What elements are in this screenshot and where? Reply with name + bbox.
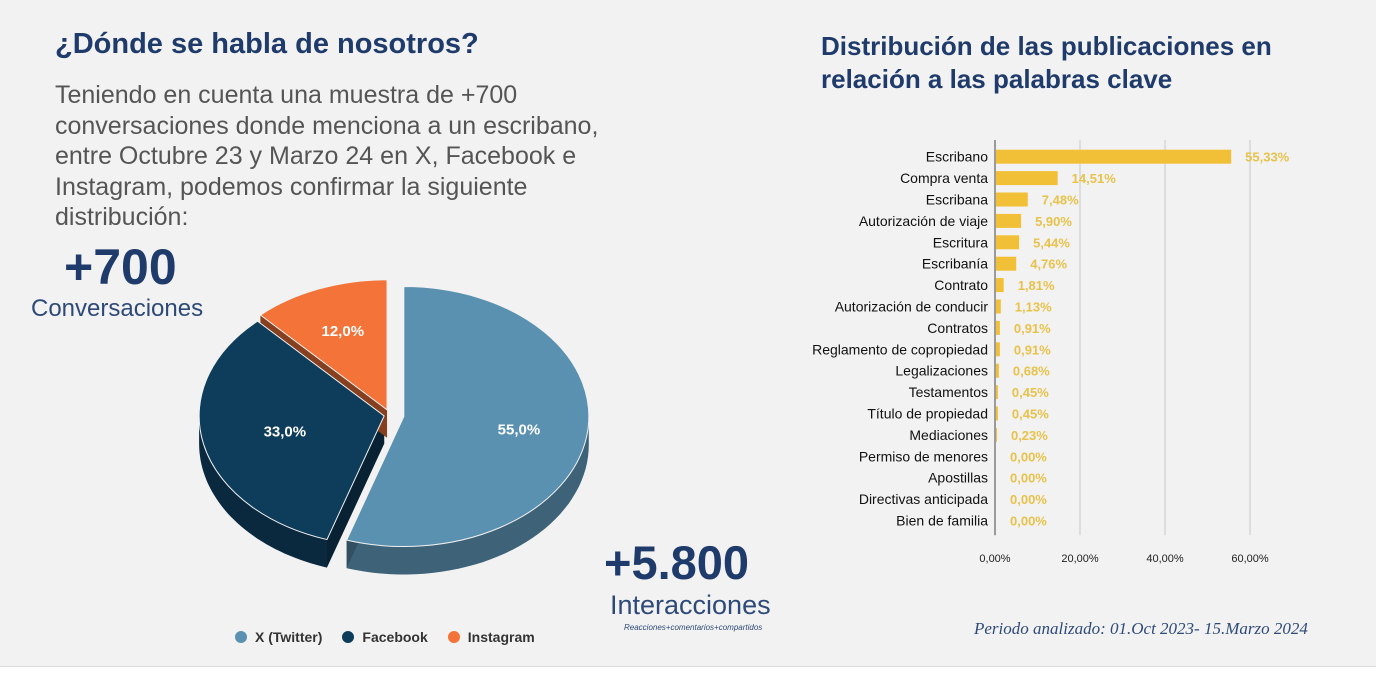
bar-data-label: 1,81% bbox=[1018, 278, 1055, 293]
intro-paragraph: Teniendo en cuenta una muestra de +700 c… bbox=[55, 81, 599, 231]
pie-chart: 55,0% 33,0% 12,0% bbox=[198, 279, 590, 575]
pie-slice-side bbox=[346, 416, 589, 575]
period-label: Periodo analizado: 01.Oct 2023- 15.Marzo… bbox=[974, 619, 1308, 638]
bar-category-label: Autorización de conducir bbox=[835, 299, 989, 315]
legend-item-x: X (Twitter) bbox=[235, 629, 322, 645]
bar-category-label: Contratos bbox=[927, 320, 988, 336]
pie-data-label: 33,0% bbox=[264, 424, 307, 441]
bar bbox=[996, 342, 1000, 357]
bar-category-label: Escribano bbox=[926, 149, 988, 165]
bar-data-label: 1,13% bbox=[1015, 300, 1052, 315]
bar bbox=[996, 149, 1232, 164]
pie-legend: X (Twitter) Facebook Instagram bbox=[235, 629, 535, 645]
bar-category-label: Mediaciones bbox=[909, 427, 988, 443]
bar-category-label: Directivas anticipada bbox=[859, 491, 988, 507]
bar-data-label: 5,90% bbox=[1035, 214, 1072, 229]
bar-category-label: Compra venta bbox=[900, 170, 988, 186]
pie-data-label: 55,0% bbox=[498, 421, 541, 438]
bar-category-label: Escribana bbox=[926, 192, 988, 208]
bar bbox=[996, 278, 1004, 293]
bar-data-label: 0,00% bbox=[1010, 449, 1047, 464]
bar bbox=[996, 299, 1001, 314]
bar-data-label: 0,91% bbox=[1014, 342, 1051, 357]
bar-data-label: 0,45% bbox=[1012, 407, 1049, 422]
bar-data-label: 4,76% bbox=[1030, 257, 1067, 272]
page-title: ¿Dónde se habla de nosotros? bbox=[55, 28, 479, 60]
bar-chart: Escribano 55,33% Compra venta 14,51% Escriba… bbox=[812, 140, 1290, 565]
interactions-label: Interacciones bbox=[610, 590, 771, 620]
legend-marker bbox=[235, 631, 247, 643]
x-tick-label: 0,00% bbox=[979, 553, 1010, 565]
bar-data-label: 0,23% bbox=[1011, 428, 1048, 443]
x-tick-label: 40,00% bbox=[1146, 553, 1184, 565]
bar bbox=[996, 427, 997, 442]
bar-category-label: Apostillas bbox=[928, 470, 988, 486]
legend-marker bbox=[342, 631, 355, 643]
bar-data-label: 0,45% bbox=[1012, 385, 1049, 400]
legend-label: Instagram bbox=[467, 629, 535, 645]
legend-item-facebook: Facebook bbox=[342, 629, 428, 645]
bar-category-label: Reglamento de copropiedad bbox=[812, 341, 988, 357]
pie-slice-wall bbox=[326, 415, 385, 568]
bar-data-label: 0,00% bbox=[1010, 492, 1047, 507]
bar-category-label: Escribanía bbox=[922, 256, 988, 272]
bar-data-label: 55,33% bbox=[1245, 150, 1290, 165]
bar-category-label: Contrato bbox=[934, 277, 988, 293]
bar bbox=[996, 363, 999, 378]
legend-item-instagram: Instagram bbox=[447, 629, 535, 645]
bar bbox=[996, 406, 998, 421]
bar bbox=[996, 171, 1058, 186]
bar-data-label: 0,00% bbox=[1010, 471, 1047, 486]
bar-category-label: Testamentos bbox=[909, 384, 988, 400]
bar-category-label: Permiso de menores bbox=[859, 448, 988, 464]
bar bbox=[996, 320, 1000, 335]
conversations-label: Conversaciones bbox=[31, 295, 204, 322]
bar-data-label: 0,68% bbox=[1013, 364, 1050, 379]
bar-chart-title: Distribución de las publicaciones en rel… bbox=[821, 31, 1272, 94]
x-tick-label: 20,00% bbox=[1061, 553, 1099, 565]
interactions-subtitle: Reacciones+comentarios+compartidos bbox=[624, 623, 763, 632]
bar-data-label: 5,44% bbox=[1033, 235, 1070, 250]
bar bbox=[996, 235, 1020, 250]
bar bbox=[996, 213, 1022, 228]
bar-category-label: Autorización de viaje bbox=[859, 213, 988, 229]
bottom-strip bbox=[0, 666, 1376, 685]
legend-marker bbox=[447, 631, 460, 643]
bar-category-label: Escritura bbox=[933, 234, 988, 250]
legend-label: Facebook bbox=[362, 629, 428, 645]
bar-data-label: 7,48% bbox=[1042, 193, 1079, 208]
bar bbox=[996, 192, 1028, 207]
bar-category-label: Legalizaciones bbox=[895, 363, 988, 379]
bar-data-label: 0,00% bbox=[1010, 514, 1047, 529]
pie-data-label: 12,0% bbox=[322, 323, 365, 340]
bar bbox=[996, 385, 998, 400]
conversations-count: +700 bbox=[64, 239, 177, 295]
pie-slice-side bbox=[199, 415, 327, 568]
x-tick-label: 60,00% bbox=[1231, 553, 1269, 565]
bar-data-label: 0,91% bbox=[1014, 321, 1051, 336]
interactions-count: +5.800 bbox=[604, 536, 750, 589]
bar-category-label: Título de propiedad bbox=[867, 406, 988, 422]
bar-category-label: Bien de familia bbox=[896, 513, 988, 529]
legend-label: X (Twitter) bbox=[255, 629, 323, 645]
pie-slice-instagram bbox=[259, 279, 388, 411]
pie-slice-x-twitter- bbox=[345, 286, 590, 548]
bar bbox=[996, 256, 1017, 271]
bar-data-label: 14,51% bbox=[1072, 171, 1117, 186]
pie-slice-facebook bbox=[198, 320, 385, 541]
